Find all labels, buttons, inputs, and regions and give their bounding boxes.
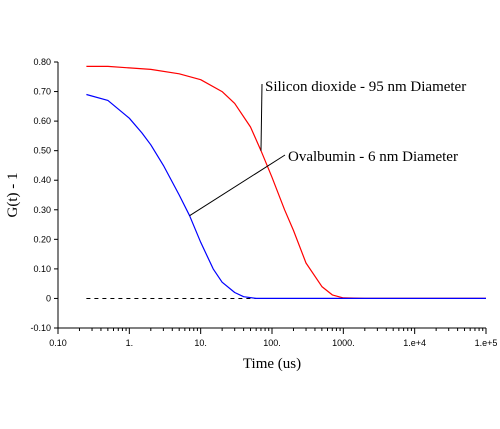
- y-tick-label: 0.80: [33, 57, 51, 67]
- x-tick-label: 1.: [126, 338, 134, 348]
- x-tick-label: 0.10: [49, 338, 67, 348]
- x-tick-label: 10.: [194, 338, 207, 348]
- annotation-leader-ovalbumin: [189, 154, 286, 217]
- axes: [57, 62, 486, 329]
- y-tick-label: 0.30: [33, 205, 51, 215]
- axis-ticks: 0.80 0.70 0.60 0.50 0.40 0.30 0.20 0.10 0 -0.10 0.…: [30, 57, 497, 348]
- y-tick-label: 0.20: [33, 234, 51, 244]
- annotation-leader-silicon: [260, 83, 263, 151]
- annotations: Silicon dioxide - 95 nm Diameter Ovalbum…: [189, 79, 466, 217]
- y-axis-title: G(t) - 1: [5, 173, 21, 218]
- y-tick-label: 0.40: [33, 175, 51, 185]
- x-tick-label: 1000.: [332, 338, 355, 348]
- y-tick-label: 0.70: [33, 87, 51, 97]
- annotation-silicon-dioxide: Silicon dioxide - 95 nm Diameter: [265, 79, 466, 95]
- y-tick-label: -0.10: [30, 323, 51, 333]
- x-axis-title: Time (us): [243, 356, 301, 372]
- x-tick-label: 100.: [263, 338, 281, 348]
- y-tick-label: 0.60: [33, 116, 51, 126]
- series-lines: [86, 65, 486, 299]
- x-tick-label: 1.e+5: [475, 338, 498, 348]
- y-tick-label: 0: [46, 293, 51, 303]
- y-tick-label: 0.50: [33, 146, 51, 156]
- series-line-silicon-dioxide: [86, 65, 486, 299]
- y-tick-label: 0.10: [33, 264, 51, 274]
- series-line-ovalbumin: [86, 93, 486, 299]
- x-tick-label: 1.e+4: [403, 338, 426, 348]
- annotation-ovalbumin: Ovalbumin - 6 nm Diameter: [288, 149, 458, 165]
